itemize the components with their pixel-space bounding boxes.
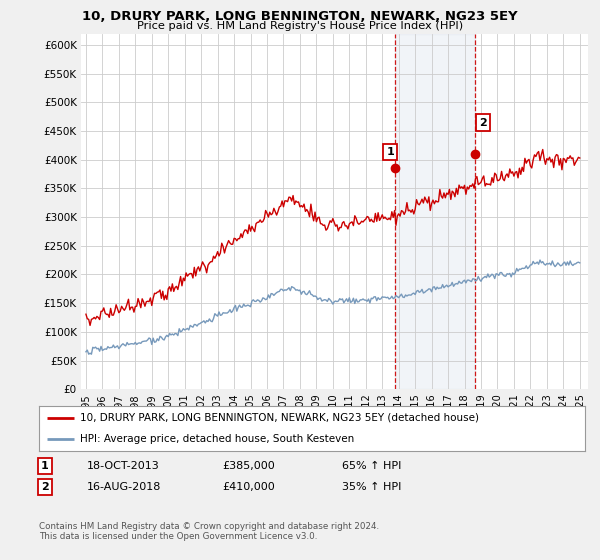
- Text: 35% ↑ HPI: 35% ↑ HPI: [342, 482, 401, 492]
- Text: 65% ↑ HPI: 65% ↑ HPI: [342, 461, 401, 471]
- Text: 16-AUG-2018: 16-AUG-2018: [87, 482, 161, 492]
- Text: 1: 1: [41, 461, 49, 471]
- Text: 18-OCT-2013: 18-OCT-2013: [87, 461, 160, 471]
- Text: 10, DRURY PARK, LONG BENNINGTON, NEWARK, NG23 5EY: 10, DRURY PARK, LONG BENNINGTON, NEWARK,…: [82, 10, 518, 23]
- Text: 2: 2: [41, 482, 49, 492]
- Text: 2: 2: [479, 118, 487, 128]
- Bar: [395, 34, 475, 389]
- Text: £385,000: £385,000: [222, 461, 275, 471]
- Text: £410,000: £410,000: [222, 482, 275, 492]
- Text: Contains HM Land Registry data © Crown copyright and database right 2024.: Contains HM Land Registry data © Crown c…: [39, 522, 379, 531]
- Text: HPI: Average price, detached house, South Kesteven: HPI: Average price, detached house, Sout…: [80, 434, 354, 444]
- Text: 1: 1: [386, 147, 394, 157]
- Text: 10, DRURY PARK, LONG BENNINGTON, NEWARK, NG23 5EY (detached house): 10, DRURY PARK, LONG BENNINGTON, NEWARK,…: [80, 413, 479, 423]
- Text: This data is licensed under the Open Government Licence v3.0.: This data is licensed under the Open Gov…: [39, 532, 317, 541]
- Text: Price paid vs. HM Land Registry's House Price Index (HPI): Price paid vs. HM Land Registry's House …: [137, 21, 463, 31]
